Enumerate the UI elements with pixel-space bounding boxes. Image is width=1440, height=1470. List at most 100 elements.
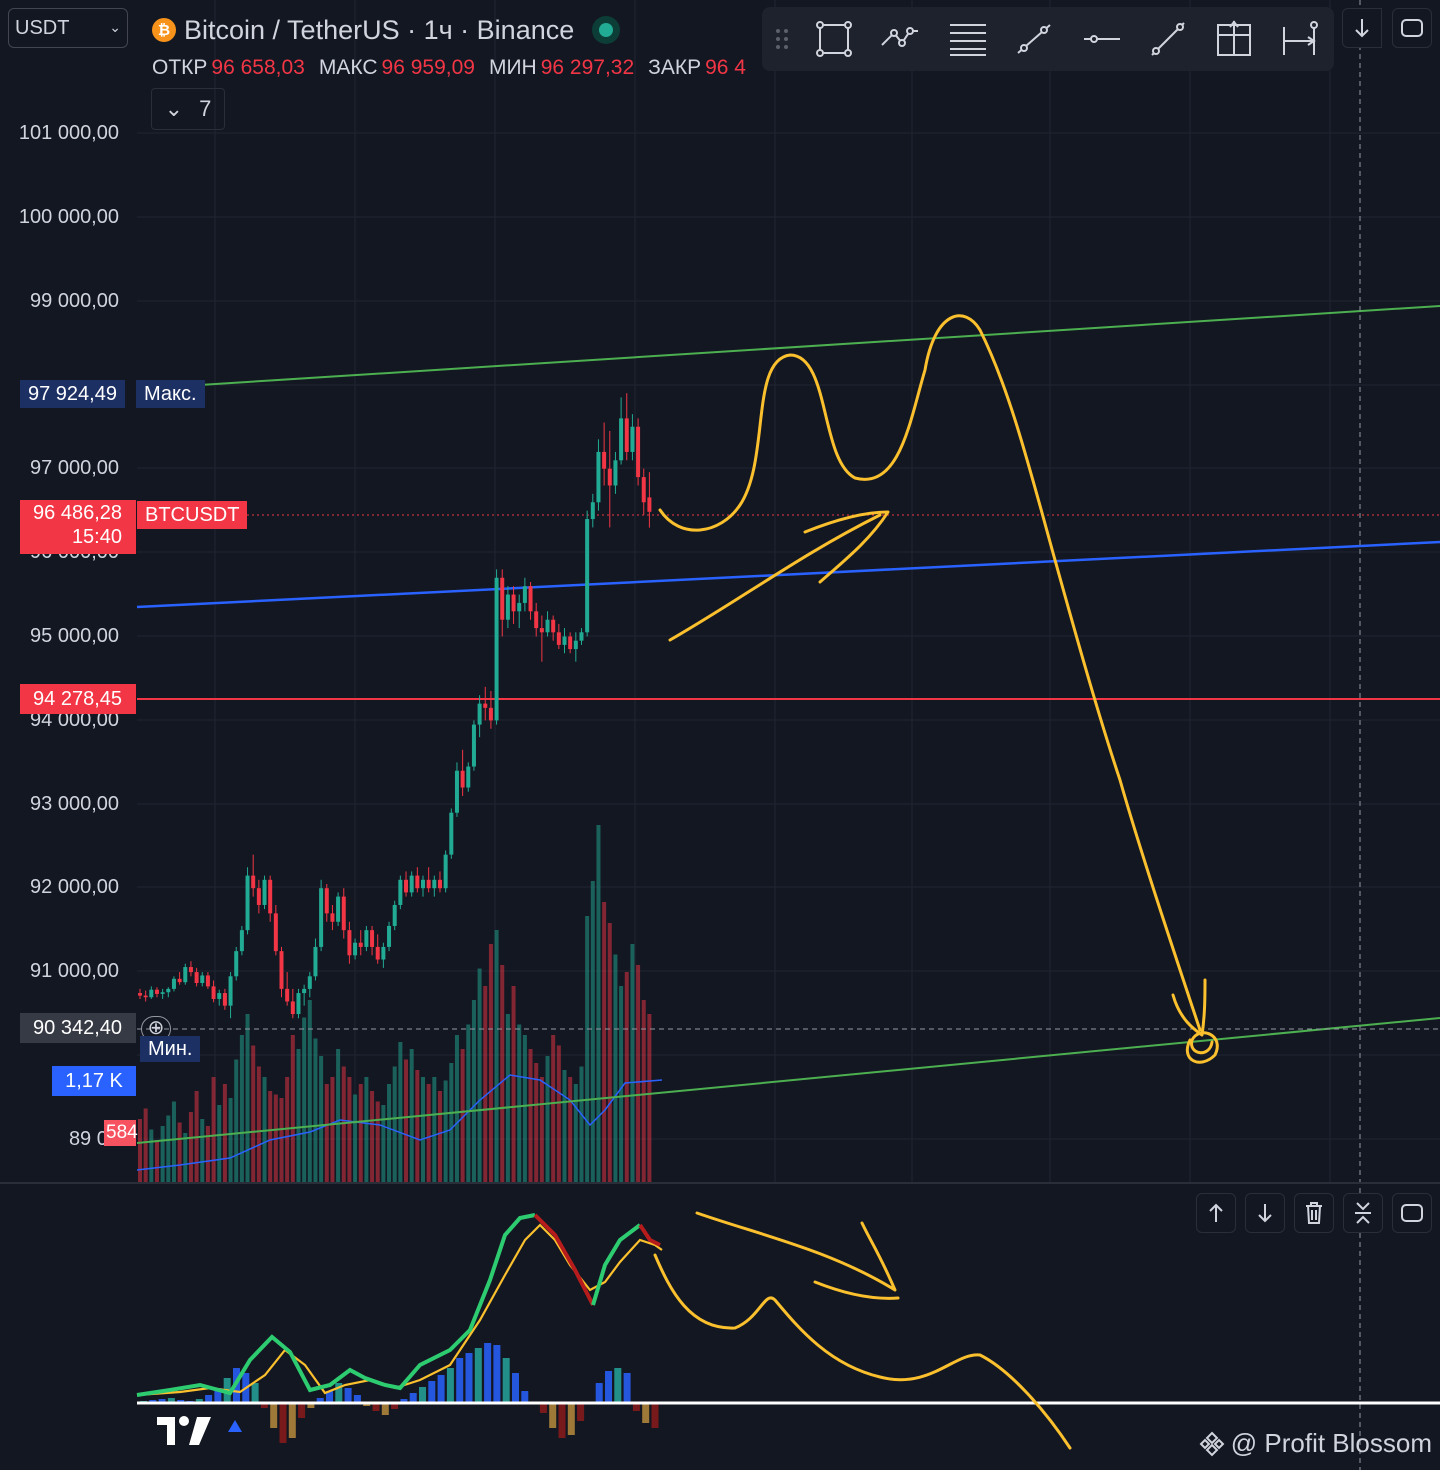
oscillator-histogram-bar xyxy=(409,1393,417,1403)
volume-ma-tag: 1,17 K xyxy=(52,1066,136,1096)
candle xyxy=(551,615,556,641)
oscillator-histogram-bar xyxy=(437,1375,445,1403)
candle-body xyxy=(619,418,624,461)
candle xyxy=(149,986,154,999)
oscillator-histogram-bar xyxy=(567,1403,575,1435)
oscillator-histogram-bar xyxy=(158,1399,166,1403)
candle xyxy=(347,921,352,964)
oscillator-histogram-bar xyxy=(577,1403,585,1421)
volume-bar xyxy=(494,930,499,1182)
candle-body xyxy=(596,451,601,503)
candle-body xyxy=(551,619,556,633)
oscillator-histogram-bar xyxy=(344,1388,352,1403)
volume-bar xyxy=(234,1059,239,1182)
candle xyxy=(590,493,595,528)
volume-bar xyxy=(500,965,505,1182)
pane-move-up-button[interactable] xyxy=(1196,1193,1236,1233)
volume-bar xyxy=(466,1024,471,1182)
pane-collapse-button[interactable] xyxy=(1343,1193,1383,1233)
ray-line-icon[interactable] xyxy=(1148,19,1188,59)
volume-bar xyxy=(641,1000,646,1182)
candle-body xyxy=(279,951,284,989)
volume-bar xyxy=(171,1101,176,1182)
candle xyxy=(364,925,369,952)
candle xyxy=(302,984,307,1006)
chevron-down-icon: ⌄ xyxy=(109,19,121,35)
ohlc-close-label: ЗАКР xyxy=(648,56,702,79)
volume-bar xyxy=(460,1049,465,1182)
candle-body xyxy=(370,930,375,947)
oscillator-histogram-bar xyxy=(270,1403,278,1428)
horizontal-line-icon[interactable] xyxy=(1082,19,1122,59)
ohlc-low-value: 96 297,32 xyxy=(540,56,635,79)
volume-bar xyxy=(613,954,618,1182)
volume-bar xyxy=(302,1017,307,1182)
move-down-button[interactable] xyxy=(1342,8,1382,48)
oscillator-histogram-bar xyxy=(456,1358,464,1403)
volume-bar xyxy=(143,1108,148,1182)
pane-move-down-button[interactable] xyxy=(1245,1193,1285,1233)
symbol-select[interactable]: USDT ⌄ xyxy=(8,8,128,48)
volume-bar xyxy=(222,1084,227,1182)
candle xyxy=(217,989,222,1006)
drawing-annotations[interactable] xyxy=(653,314,1219,1450)
candle xyxy=(437,871,442,893)
channel-upper-line[interactable] xyxy=(136,305,1440,390)
price-tick: 101 000,00 xyxy=(18,122,119,144)
drag-handle-icon[interactable] xyxy=(770,19,794,59)
candle-body xyxy=(415,875,420,889)
candle xyxy=(205,972,210,989)
tradingview-logo[interactable] xyxy=(155,1413,215,1447)
pane-delete-button[interactable] xyxy=(1294,1193,1334,1233)
oscillator-histogram-bar xyxy=(632,1403,640,1411)
channel-lower-line[interactable] xyxy=(136,1017,1440,1144)
min-label-tag: Мин. xyxy=(140,1036,201,1062)
candle-body xyxy=(545,619,550,633)
volume-bar xyxy=(534,1063,539,1182)
candle xyxy=(466,762,471,792)
fullscreen-button[interactable] xyxy=(1392,8,1432,48)
volume-bar xyxy=(268,1091,273,1182)
volume-bar xyxy=(437,1091,442,1182)
candle-body xyxy=(211,986,216,999)
candle xyxy=(211,980,216,1003)
candle-body xyxy=(539,628,544,633)
candle-body xyxy=(336,896,341,922)
candle xyxy=(528,581,533,620)
candle xyxy=(483,686,488,721)
volume-bar xyxy=(471,1000,476,1182)
drawing-osc-arrow-head xyxy=(813,1280,900,1300)
candle-body xyxy=(483,703,488,708)
volume-bar xyxy=(160,1126,165,1182)
volume-bar xyxy=(568,1077,573,1182)
rectangle-tool-icon[interactable] xyxy=(814,19,854,59)
path-tool-icon[interactable] xyxy=(880,19,920,59)
volume-bar xyxy=(607,923,612,1182)
pane-maximize-button[interactable] xyxy=(1392,1193,1432,1233)
channel-mid-line[interactable] xyxy=(136,540,1440,609)
candle xyxy=(579,628,584,645)
indicator-arrow-up-icon xyxy=(228,1420,242,1432)
fib-levels-icon[interactable] xyxy=(948,19,988,59)
oscillator-histogram-bar xyxy=(298,1403,306,1418)
ohlc-high-label: МАКС xyxy=(318,56,378,79)
oscillator-histogram-bar xyxy=(614,1368,622,1403)
trend-line-icon[interactable] xyxy=(1014,19,1054,59)
candle-body xyxy=(183,967,188,983)
candle xyxy=(556,623,561,650)
candle xyxy=(522,577,527,612)
candle-body xyxy=(177,978,182,983)
date-range-icon[interactable] xyxy=(1280,19,1320,59)
volume-bar xyxy=(539,1077,544,1182)
arrow-down-icon xyxy=(1258,1204,1272,1223)
candle xyxy=(613,451,618,494)
candle xyxy=(641,468,646,515)
volume-bar xyxy=(188,1112,193,1182)
price-range-icon[interactable] xyxy=(1214,19,1254,59)
indicators-collapse-button[interactable]: ⌄ 7 xyxy=(151,88,225,130)
oscillator-histogram-bar xyxy=(307,1403,315,1408)
candle-body xyxy=(607,468,612,486)
watermark: @ Profit Blossom xyxy=(1199,1428,1432,1459)
ohlc-legend: ОТКР 96 658,03 МАКС 96 959,09 МИН 96 297… xyxy=(152,56,756,80)
